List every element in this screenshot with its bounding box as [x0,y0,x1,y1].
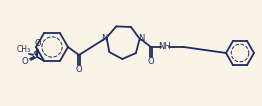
Text: S: S [32,51,38,60]
Text: CH₃: CH₃ [17,45,31,54]
Text: NH: NH [158,42,171,51]
Text: O: O [148,57,154,66]
Text: O: O [76,66,82,75]
Text: N: N [101,34,108,43]
Text: N: N [139,34,145,43]
Text: O: O [22,57,28,66]
Text: O: O [35,39,41,48]
